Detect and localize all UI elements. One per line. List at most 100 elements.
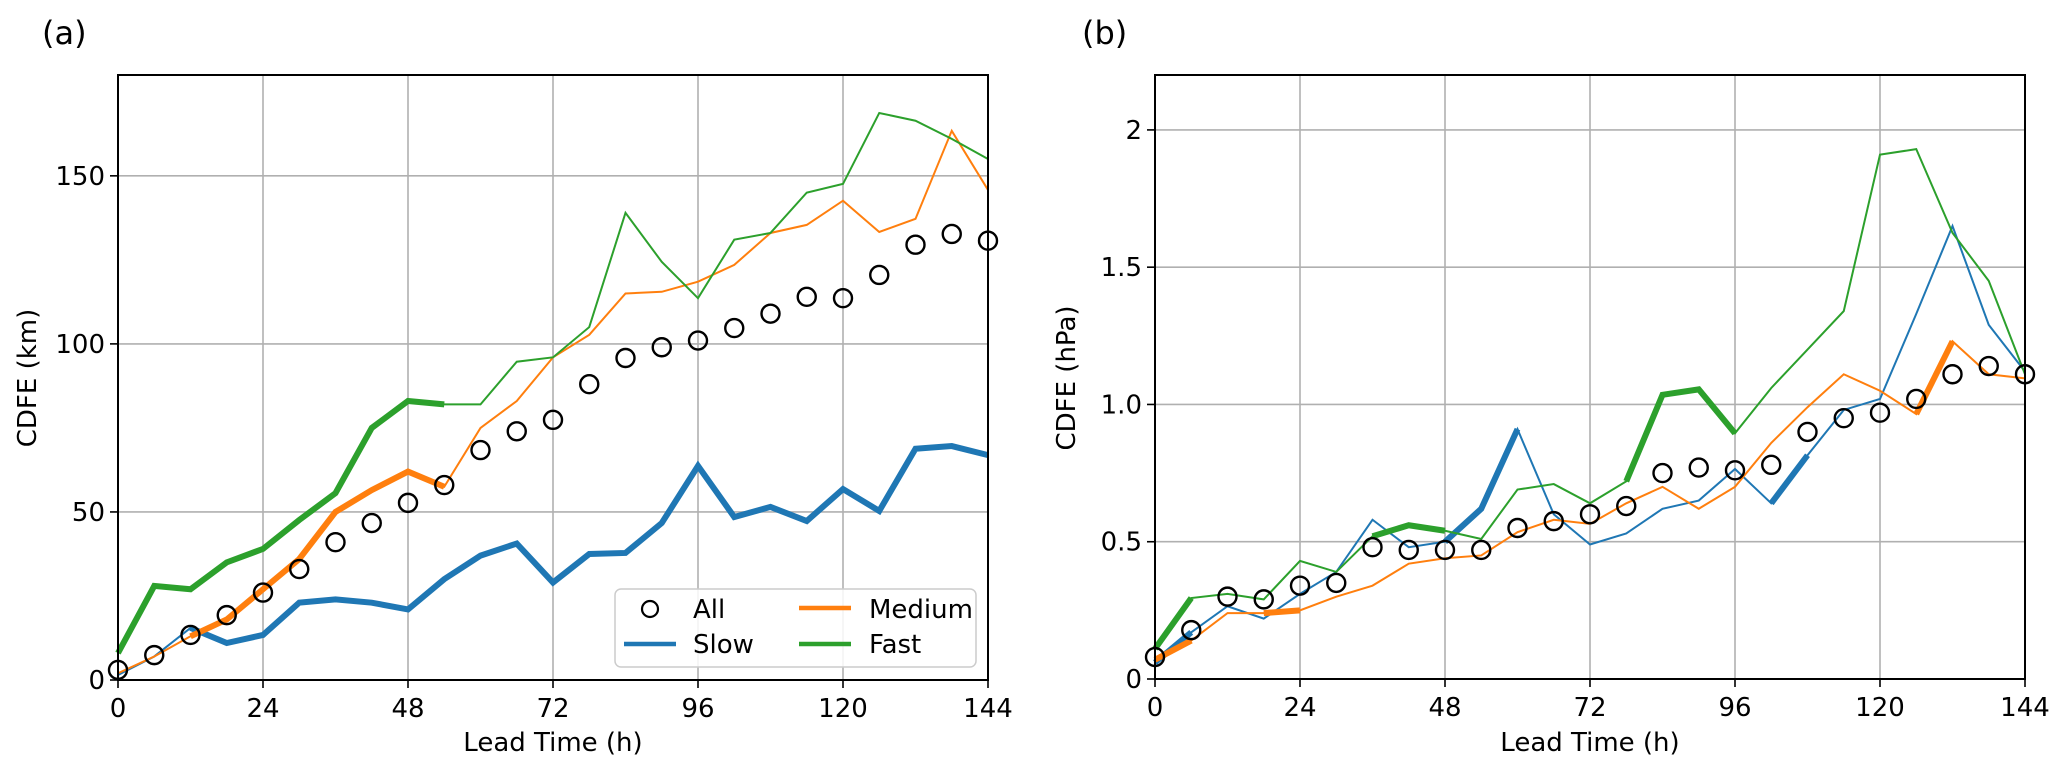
- series-all-point: [506, 421, 527, 442]
- series-all-point: [1797, 421, 1818, 443]
- panel-a-ticks: 0 24 48 72 96 120 144 0 50 100 150: [55, 162, 1012, 724]
- x-tick-label: 48: [391, 694, 424, 724]
- x-tick-label: 0: [110, 694, 127, 724]
- series-fast-emphasis: [1371, 522, 1446, 540]
- y-tick-label: 1.0: [1101, 390, 1142, 420]
- y-tick-label: 2: [1125, 116, 1142, 146]
- series-all-point: [724, 317, 745, 339]
- series-all-point: [1326, 572, 1347, 594]
- series-all-point: [1543, 510, 1564, 532]
- series-all-point: [1652, 462, 1673, 484]
- series-all-point: [1181, 619, 1202, 641]
- legend-medium-label: Medium: [869, 595, 973, 625]
- x-tick-label: 120: [1855, 693, 1905, 723]
- series-medium-emphasis: [1153, 637, 1193, 663]
- series-all-point: [579, 374, 600, 395]
- panel-b-ticks: 0 24 48 72 96 120 144 0 0.5 1.0 1.5 2: [1101, 116, 2050, 723]
- series-all-point: [1289, 575, 1311, 596]
- panel-b-grid: [1155, 75, 2025, 679]
- x-tick-label: 24: [246, 694, 279, 724]
- series-fast-line: [1154, 148, 2026, 650]
- series-all-point: [180, 624, 201, 646]
- series-all-point: [1906, 388, 1927, 410]
- x-tick-label: 120: [818, 694, 868, 724]
- series-all-point: [1217, 586, 1238, 607]
- series-all-point: [1942, 364, 1963, 385]
- series-fast-emphasis: [115, 397, 445, 655]
- series-fast-emphasis: [1152, 596, 1194, 651]
- series-all-point: [615, 347, 636, 369]
- series-all-point: [832, 287, 854, 309]
- series-slow-emphasis: [1768, 453, 1810, 506]
- series-slow-emphasis: [189, 443, 989, 647]
- panel-b-y-axis-label: CDFE (hPa): [1052, 305, 1082, 450]
- series-all-point: [1507, 517, 1528, 539]
- x-tick-label: 24: [1283, 693, 1316, 723]
- y-tick-label: 100: [55, 330, 105, 360]
- series-all-point: [651, 337, 672, 358]
- series-all-point: [1869, 402, 1891, 423]
- panel-b: (b) 0 24 48 72 96 120 144 0 0.5 1.0 1.5 2 Lead Time…: [1052, 14, 2050, 758]
- panel-a-y-axis-label: CDFE (km): [13, 309, 43, 448]
- panel-a-legend: All Slow Medium Fast: [614, 588, 977, 668]
- series-all-point: [1978, 355, 1999, 377]
- panel-b-x-axis-label: Lead Time (h): [1500, 728, 1679, 758]
- series-all-point: [252, 582, 274, 603]
- panel-a-x-axis-label: Lead Time (h): [463, 728, 642, 758]
- series-all-point: [905, 234, 926, 255]
- series-all-point: [397, 492, 419, 514]
- series-all-point: [1724, 460, 1746, 481]
- series-all-point: [941, 223, 962, 245]
- legend-all-label: All: [693, 595, 725, 625]
- legend-slow-label: Slow: [693, 630, 754, 660]
- series-all-point: [289, 558, 310, 580]
- series-all-point: [1253, 589, 1274, 610]
- series-all-point: [796, 286, 817, 308]
- series-all-point: [325, 531, 346, 553]
- x-tick-label: 144: [2000, 693, 2050, 723]
- legend-all-marker: [640, 599, 660, 619]
- legend-frame: [614, 588, 977, 668]
- series-all-point: [1833, 407, 1854, 429]
- legend-fast-label: Fast: [869, 630, 921, 660]
- series-all-point: [144, 644, 165, 666]
- panel-a-label: (a): [42, 14, 87, 52]
- series-medium-emphasis: [189, 468, 446, 640]
- x-tick-label: 72: [1573, 693, 1606, 723]
- series-all-point: [760, 303, 781, 324]
- y-tick-label: 0: [88, 666, 105, 696]
- series-all-point: [1616, 495, 1637, 517]
- series-all-point: [869, 264, 890, 286]
- series-all-point: [1434, 539, 1456, 561]
- series-slow-emphasis: [1442, 427, 1521, 544]
- series-all-point: [434, 474, 455, 496]
- x-tick-label: 72: [536, 694, 569, 724]
- series-all-point: [687, 330, 709, 351]
- series-all-point: [1362, 537, 1383, 558]
- x-tick-label: 96: [681, 694, 714, 724]
- y-tick-label: 1.5: [1101, 253, 1142, 283]
- series-all-point: [361, 512, 382, 534]
- panel-a: (a) 0 24 48 72 96 120 144 0 50 100 150 Lead Time (…: [13, 14, 1013, 758]
- panel-a-series: [107, 111, 999, 681]
- series-all-point: [542, 409, 564, 431]
- series-all-point: [470, 439, 491, 461]
- series-all-point: [1398, 539, 1419, 561]
- series-medium-emphasis: [1263, 607, 1301, 617]
- series-fast-emphasis: [1623, 386, 1738, 483]
- y-tick-label: 150: [55, 162, 105, 192]
- panel-b-label: (b): [1082, 14, 1127, 52]
- series-medium-emphasis: [1913, 339, 1956, 416]
- y-tick-label: 50: [72, 498, 105, 528]
- panel-a-grid: [118, 75, 988, 680]
- x-tick-label: 144: [963, 694, 1013, 724]
- x-tick-label: 96: [1718, 693, 1751, 723]
- series-all-point: [216, 604, 237, 626]
- y-tick-label: 0.5: [1101, 528, 1142, 558]
- x-tick-label: 0: [1147, 693, 1164, 723]
- series-all-point: [1471, 539, 1492, 561]
- series-all-point: [1688, 457, 1709, 478]
- x-tick-label: 48: [1428, 693, 1461, 723]
- series-all-point: [1579, 504, 1601, 525]
